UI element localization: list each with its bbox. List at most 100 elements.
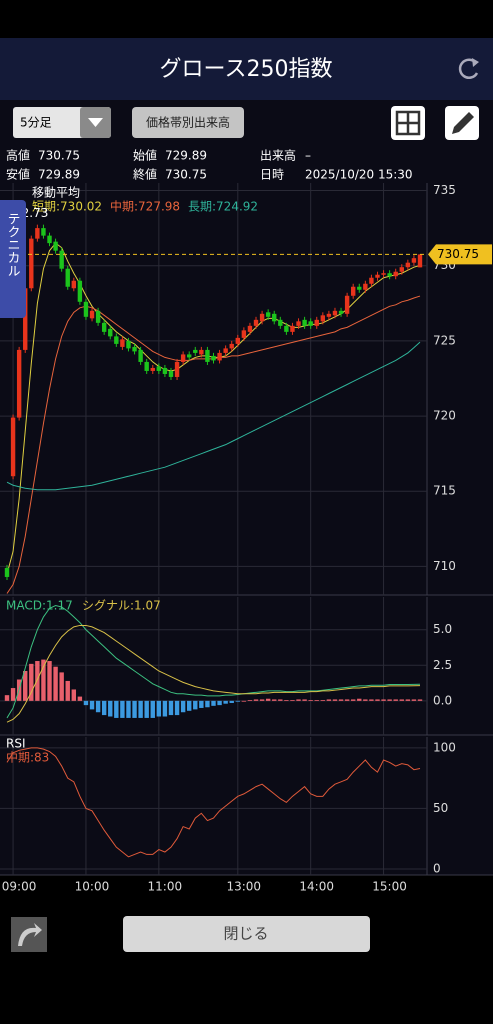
candle-body — [180, 354, 186, 362]
histogram-bar — [187, 700, 192, 711]
histogram-bar — [193, 700, 198, 710]
candle-body — [332, 310, 338, 316]
price-tag — [428, 244, 492, 265]
histogram-bar — [223, 700, 228, 704]
info-label: 終値 — [133, 167, 157, 182]
histogram-bar — [126, 700, 131, 718]
histogram-bar — [381, 699, 386, 701]
info-label: 日時 — [260, 168, 284, 182]
volume-button[interactable]: 価格帯別出来高 — [132, 107, 244, 138]
histogram-bar — [65, 680, 70, 701]
candle-body — [259, 313, 265, 322]
button-label: 閉じる — [223, 925, 268, 943]
candle-body — [95, 310, 101, 323]
candle-body — [126, 340, 131, 349]
histogram-bar — [411, 699, 417, 701]
side-tab[interactable]: テクニカル — [0, 200, 26, 318]
candle-body — [59, 250, 64, 269]
candle-body — [108, 328, 113, 337]
candle-body — [417, 254, 423, 268]
histogram-bar — [417, 699, 423, 701]
icon-box — [11, 917, 47, 952]
candle-body — [168, 370, 174, 377]
histogram-bar — [259, 699, 265, 701]
histogram-bar — [71, 689, 77, 701]
y-tick-label: 710 — [433, 559, 456, 573]
tab-label: テクニカル — [5, 212, 20, 277]
legend-entry: 中期:83 — [6, 750, 49, 765]
candle-body — [53, 241, 58, 251]
histogram-bar — [150, 700, 155, 718]
y-tick-label: 2.5 — [433, 658, 452, 672]
info-value: 729.89 — [165, 149, 207, 163]
candle-body — [284, 325, 289, 332]
legend-entry: 短期:730.02 — [32, 200, 102, 214]
y-tick-label: 50 — [433, 801, 448, 815]
y-tick-label: 0 — [433, 861, 441, 875]
histogram-bar — [326, 699, 332, 701]
candle-body — [83, 301, 89, 317]
candle-body — [265, 312, 271, 317]
price-tag-label: 730.75 — [437, 247, 479, 261]
chart-bg — [0, 183, 493, 875]
histogram-bar — [241, 700, 247, 702]
histogram-bar — [47, 661, 52, 701]
draw-button[interactable] — [445, 106, 479, 140]
candle-body — [10, 417, 16, 477]
candle-body — [302, 319, 307, 326]
histogram-bar — [199, 700, 204, 708]
histogram-bar — [387, 699, 392, 701]
legend-entry: シグナル:1.07 — [82, 599, 161, 613]
candle-body — [47, 235, 52, 244]
histogram-bar — [296, 699, 301, 701]
candle-body — [253, 319, 259, 326]
info-value: 2025/10/20 15:30 — [305, 168, 413, 182]
histogram-bar — [217, 700, 222, 706]
histogram-bar — [77, 696, 83, 701]
candle-body — [387, 273, 392, 277]
histogram-bar — [35, 661, 40, 701]
histogram-bar — [290, 700, 295, 701]
layout-button[interactable] — [391, 106, 425, 140]
histogram-bar — [41, 659, 46, 701]
histogram-bar — [235, 700, 240, 702]
histogram-bar — [350, 699, 356, 701]
candle-body — [338, 310, 344, 314]
y-tick-label: 0.0 — [433, 693, 452, 707]
histogram-bar — [108, 700, 113, 717]
series-line — [6, 605, 421, 719]
candle-body — [247, 325, 253, 332]
refresh-button[interactable] — [458, 58, 479, 79]
candle-body — [16, 349, 22, 418]
histogram-bar — [405, 699, 411, 701]
histogram-bar — [272, 699, 277, 701]
candle-body — [35, 228, 40, 239]
info-table: 高値 730.75 始値 729.89 出来高 – 安値 729.89 終値 730.75 日時 20… — [6, 148, 413, 182]
button-box — [123, 916, 370, 952]
histogram-bar — [180, 700, 186, 713]
back-icon[interactable] — [11, 917, 47, 952]
candle-body — [369, 277, 374, 284]
candle-body — [23, 288, 28, 350]
histogram-bar — [4, 695, 10, 701]
x-tick-label: 13:00 — [226, 880, 261, 894]
legend-entry: 中期:727.98 — [110, 199, 180, 214]
candle-body — [296, 321, 301, 326]
candle-body — [381, 273, 386, 275]
histogram-bar — [101, 700, 107, 716]
histogram-bar — [357, 698, 362, 701]
chart-title: RSI — [6, 737, 26, 751]
candle-body — [138, 349, 143, 362]
interval-dropdown[interactable]: 5分足 — [13, 107, 111, 138]
histogram-bar — [29, 663, 34, 701]
candle-body — [205, 349, 210, 362]
tab-box — [0, 200, 26, 318]
dropdown-arrow — [88, 118, 103, 127]
histogram-bar — [59, 672, 64, 701]
histogram-bar — [53, 666, 58, 701]
candle-body — [308, 321, 313, 326]
close-button[interactable]: 閉じる — [123, 916, 370, 952]
candle-body — [150, 367, 155, 371]
candle-body — [229, 343, 234, 349]
candle-body — [101, 322, 107, 332]
